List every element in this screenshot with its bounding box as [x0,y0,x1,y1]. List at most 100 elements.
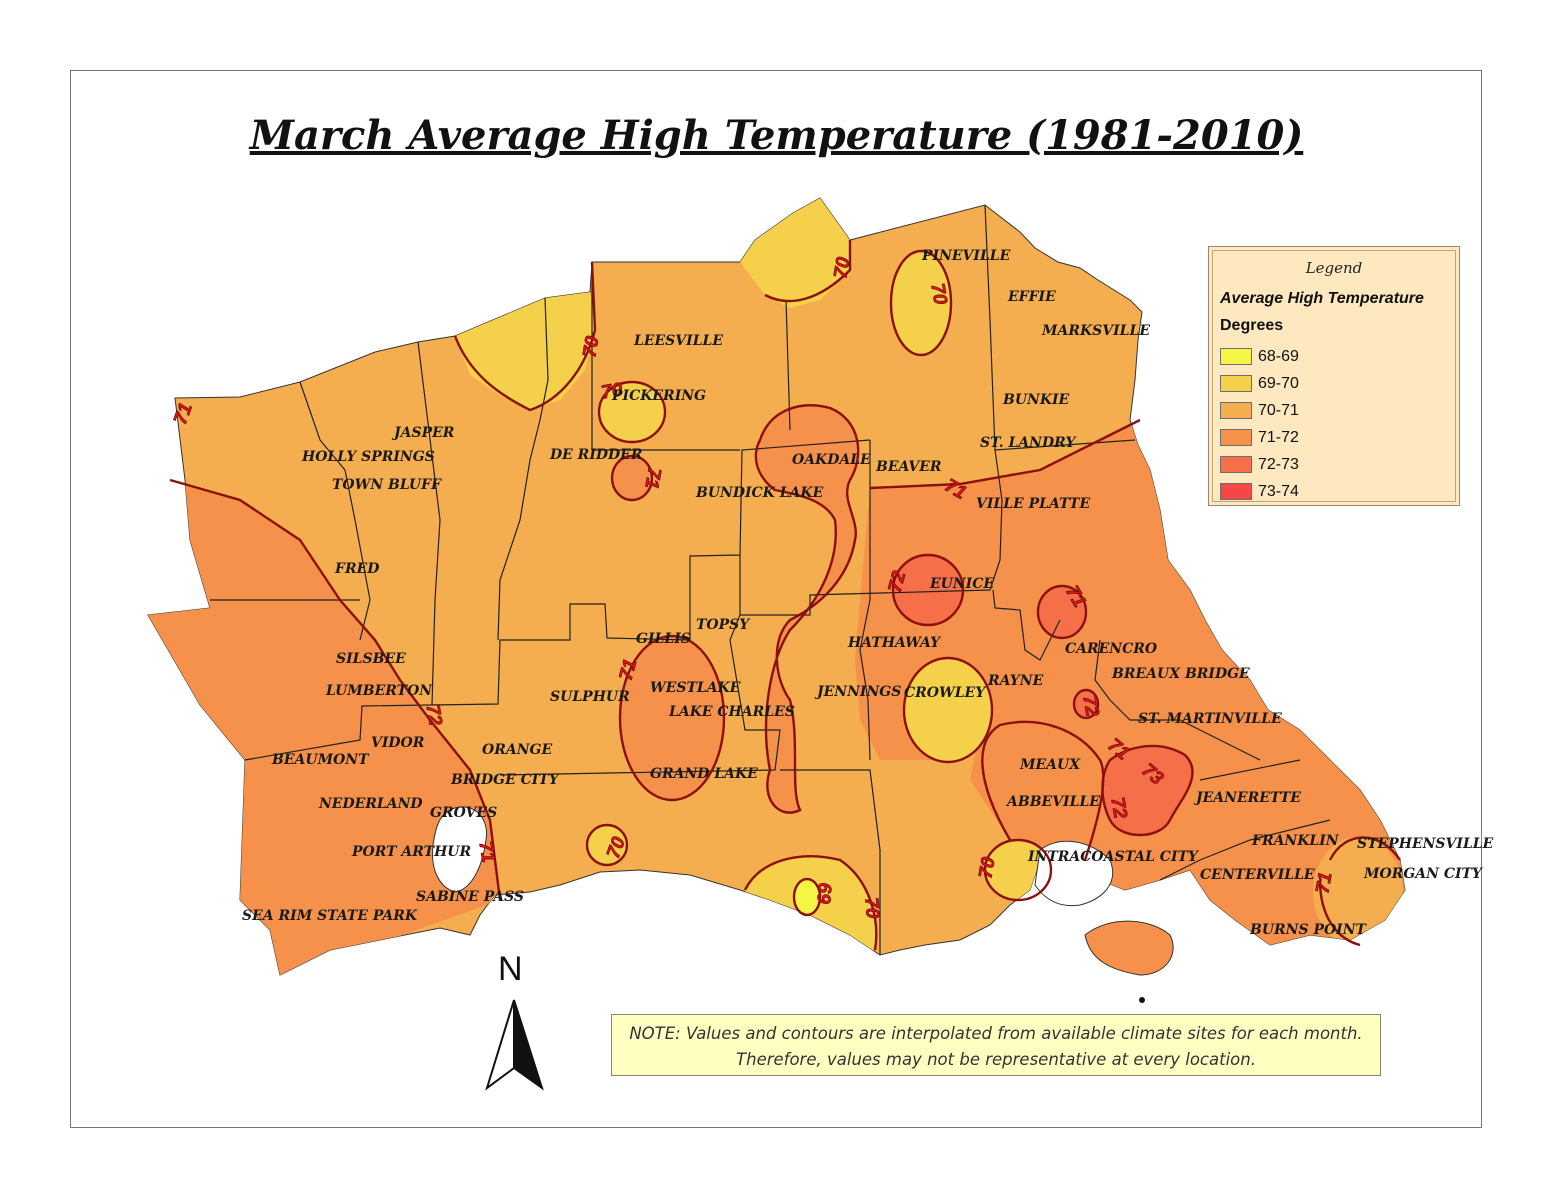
contour-labels: 7170707070717172727171717271737270706970… [170,255,1337,920]
note-line-2: Therefore, values may not be representat… [736,1050,1256,1069]
legend-label: 68-69 [1258,347,1299,365]
legend-item: 73-74 [1220,478,1299,505]
place-label: VIDOR [371,735,424,751]
place-label: PINEVILLE [921,248,1011,264]
legend-item: 72-73 [1220,451,1299,478]
place-label: MORGAN CITY [1363,866,1484,882]
contour-label: 70 [579,334,603,359]
legend-swatch [1220,402,1252,419]
map-title: March Average High Temperature (1981-201… [249,112,1304,159]
legend-label: 71-72 [1258,428,1299,446]
place-label: BEAVER [875,459,942,475]
contour-label: 71 [1312,871,1336,895]
place-label: TOWN BLUFF [332,477,442,493]
water-bodies [431,806,1114,907]
place-label: BURNS POINT [1249,922,1368,938]
contour-label: 70 [975,855,999,880]
legend-item: 69-70 [1220,370,1299,397]
marsh-island [1084,920,1174,976]
place-label: WESTLAKE [650,680,741,696]
temperature-zones [148,198,1405,975]
place-label: LAKE CHARLES [668,704,795,720]
contour-label: 70 [926,282,950,307]
legend-item: 71-72 [1220,424,1299,451]
contour-label: 70 [860,897,883,920]
contour-label: 72 [1106,796,1130,821]
legend-swatch [1220,429,1252,446]
contour-label: 72 [1078,694,1102,719]
contour-label: 72 [885,569,911,595]
contour-label: 72 [421,703,445,728]
place-labels: PINEVILLE EFFIE MARKSVILLE LEESVILLE PICKERI… [242,248,1494,938]
legend-panel: Legend Average High Temperature Degrees … [1208,246,1460,506]
place-label: TOPSY [696,617,751,633]
boundary-lines [210,204,1331,955]
place-label: SULPHUR [550,689,630,705]
legend-swatch [1220,483,1252,500]
place-label: SILSBEE [336,651,406,667]
legend-swatch [1220,348,1252,365]
place-label: RAYNE [987,673,1044,689]
legend-items: 68-69 69-70 70-71 71-72 72-73 73-74 [1220,343,1299,505]
legend-subtitle: Average High Temperature [1220,290,1424,307]
place-label: FRANKLIN [1251,833,1340,849]
place-label: LEESVILLE [633,333,723,349]
place-label: CENTERVILLE [1200,867,1315,883]
legend-heading: Legend [1305,259,1363,277]
note-line-1: NOTE: Values and contours are interpolat… [629,1024,1363,1043]
place-label: MEAUX [1019,757,1081,773]
legend-label: 69-70 [1258,374,1299,392]
legend-units: Degrees [1220,317,1284,334]
place-label: GILLIS [636,631,691,647]
legend-label: 73-74 [1258,482,1299,500]
place-label: INTRACOASTAL CITY [1027,849,1200,865]
place-label: ST. LANDRY [980,435,1077,451]
place-label: EUNICE [929,576,994,592]
place-label: VILLE PLATTE [976,496,1090,512]
place-label: EFFIE [1007,289,1056,305]
place-label: BUNDICK LAKE [695,485,824,501]
place-label: GROVES [430,805,497,821]
place-label: BREAUX BRIDGE [1111,666,1250,682]
place-label: PICKERING [611,388,706,404]
map-note: NOTE: Values and contours are interpolat… [611,1014,1381,1076]
legend-label: 70-71 [1258,401,1299,419]
contour-label: 71 [474,840,498,864]
place-label: STEPHENSVILLE [1357,836,1494,852]
contour-label: 69 [812,882,835,905]
north-arrow-icon [485,999,544,1091]
legend-swatch [1220,375,1252,392]
place-label: GRAND LAKE [650,766,758,782]
place-label: JASPER [391,425,454,441]
legend-label: 72-73 [1258,455,1299,473]
place-label: SEA RIM STATE PARK [242,908,418,924]
north-arrow-label: N [498,950,523,988]
contour-label: 70 [830,255,854,280]
place-label: PORT ARTHUR [351,844,471,860]
place-label: HATHAWAY [847,635,942,651]
place-label: FRED [334,561,380,577]
place-label: JENNINGS [814,684,901,700]
place-label: ORANGE [482,742,552,758]
place-label: BUNKIE [1002,392,1070,408]
contour-lines [169,240,1401,951]
legend-swatch [1220,456,1252,473]
place-label: OAKDALE [792,452,871,468]
place-label: ST. MARTINVILLE [1138,711,1282,727]
place-label: CARENCRO [1065,641,1158,657]
place-label: MARKSVILLE [1041,323,1150,339]
place-label: DE RIDDER [549,447,642,463]
legend-item: 70-71 [1220,397,1299,424]
place-label: BRIDGE CITY [450,772,561,788]
place-label: BEAUMONT [271,752,370,768]
contour-label: 71 [640,466,664,490]
island-dot [1139,997,1145,1003]
place-label: JEANERETTE [1193,790,1301,806]
place-label: HOLLY SPRINGS [301,449,435,465]
place-label: NEDERLAND [318,796,423,812]
place-label: CROWLEY [904,685,987,701]
place-label: SABINE PASS [416,889,524,905]
legend-item: 68-69 [1220,343,1299,370]
place-label: LUMBERTON [325,683,433,699]
